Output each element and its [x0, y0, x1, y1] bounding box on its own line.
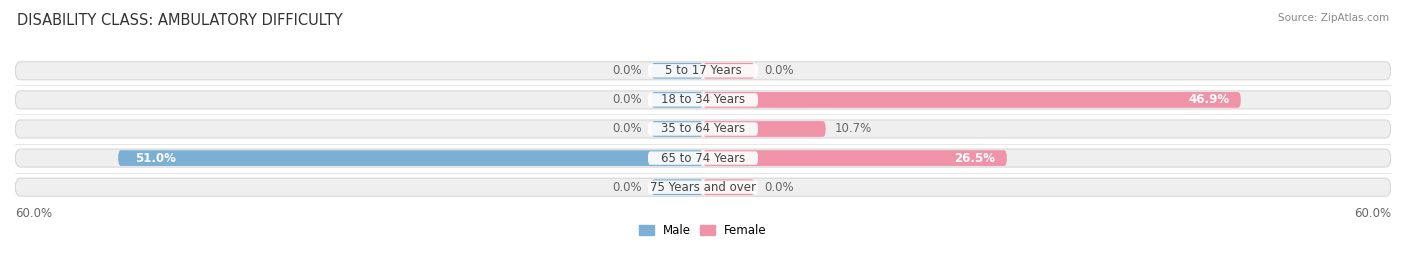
- Text: 0.0%: 0.0%: [763, 181, 793, 194]
- FancyBboxPatch shape: [703, 63, 755, 79]
- Text: 0.0%: 0.0%: [613, 64, 643, 77]
- FancyBboxPatch shape: [648, 181, 758, 194]
- FancyBboxPatch shape: [648, 93, 758, 107]
- FancyBboxPatch shape: [703, 121, 825, 137]
- FancyBboxPatch shape: [648, 122, 758, 136]
- FancyBboxPatch shape: [703, 179, 755, 195]
- Text: 0.0%: 0.0%: [613, 122, 643, 136]
- FancyBboxPatch shape: [651, 92, 703, 108]
- FancyBboxPatch shape: [15, 62, 1391, 80]
- Text: DISABILITY CLASS: AMBULATORY DIFFICULTY: DISABILITY CLASS: AMBULATORY DIFFICULTY: [17, 13, 343, 28]
- FancyBboxPatch shape: [703, 92, 1240, 108]
- FancyBboxPatch shape: [15, 178, 1391, 196]
- Text: 0.0%: 0.0%: [613, 181, 643, 194]
- Text: 65 to 74 Years: 65 to 74 Years: [661, 152, 745, 165]
- Text: 0.0%: 0.0%: [763, 64, 793, 77]
- Text: Source: ZipAtlas.com: Source: ZipAtlas.com: [1278, 13, 1389, 23]
- FancyBboxPatch shape: [648, 64, 758, 77]
- Text: 75 Years and over: 75 Years and over: [650, 181, 756, 194]
- FancyBboxPatch shape: [651, 121, 703, 137]
- Text: 60.0%: 60.0%: [15, 207, 52, 220]
- Text: 5 to 17 Years: 5 to 17 Years: [665, 64, 741, 77]
- Text: 10.7%: 10.7%: [835, 122, 872, 136]
- FancyBboxPatch shape: [651, 179, 703, 195]
- FancyBboxPatch shape: [118, 150, 703, 166]
- FancyBboxPatch shape: [15, 149, 1391, 167]
- Text: 0.0%: 0.0%: [613, 93, 643, 106]
- Text: 51.0%: 51.0%: [135, 152, 176, 165]
- Legend: Male, Female: Male, Female: [640, 224, 766, 237]
- FancyBboxPatch shape: [703, 150, 1007, 166]
- FancyBboxPatch shape: [15, 120, 1391, 138]
- Text: 26.5%: 26.5%: [955, 152, 995, 165]
- Text: 60.0%: 60.0%: [1354, 207, 1391, 220]
- FancyBboxPatch shape: [648, 151, 758, 165]
- Text: 35 to 64 Years: 35 to 64 Years: [661, 122, 745, 136]
- Text: 18 to 34 Years: 18 to 34 Years: [661, 93, 745, 106]
- Text: 46.9%: 46.9%: [1188, 93, 1229, 106]
- FancyBboxPatch shape: [15, 91, 1391, 109]
- FancyBboxPatch shape: [651, 63, 703, 79]
